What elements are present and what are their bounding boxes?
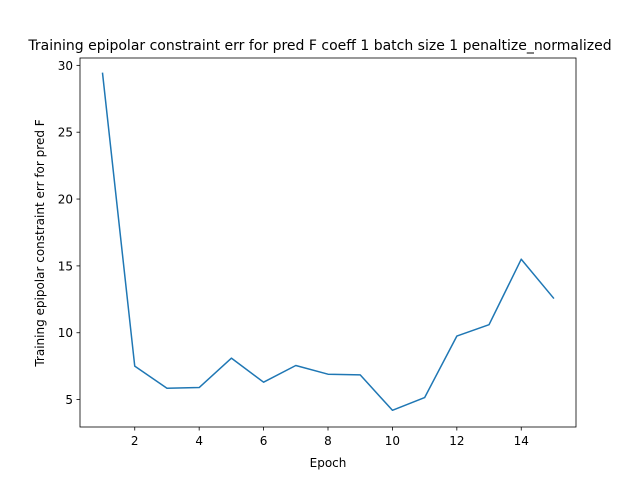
series-line-1: [101, 72, 555, 412]
x-tick-label: 4: [195, 434, 203, 448]
y-axis: 5 10 15 20 25 30: [58, 59, 80, 407]
y-tick-label: 15: [58, 259, 73, 273]
y-tick-label: 5: [65, 393, 73, 407]
chart-title: Training epipolar constraint err for pre…: [27, 38, 611, 54]
y-tick-label: 20: [58, 193, 73, 207]
x-tick-label: 10: [385, 434, 400, 448]
x-tick-label: 12: [449, 434, 464, 448]
x-axis: 2 4 6 8 10 12 14: [131, 427, 529, 448]
y-tick-label: 30: [58, 59, 73, 73]
y-axis-label: Training epipolar constraint err for pre…: [33, 119, 47, 367]
y-tick-label: 25: [58, 126, 73, 140]
x-tick-label: 14: [514, 434, 529, 448]
plot-area: [79, 57, 577, 428]
x-tick-label: 8: [324, 434, 332, 448]
x-tick-label: 2: [131, 434, 139, 448]
y-tick-label: 10: [58, 326, 73, 340]
plot-frame: [79, 57, 577, 428]
x-tick-label: 6: [260, 434, 268, 448]
x-axis-label: Epoch: [310, 456, 347, 470]
